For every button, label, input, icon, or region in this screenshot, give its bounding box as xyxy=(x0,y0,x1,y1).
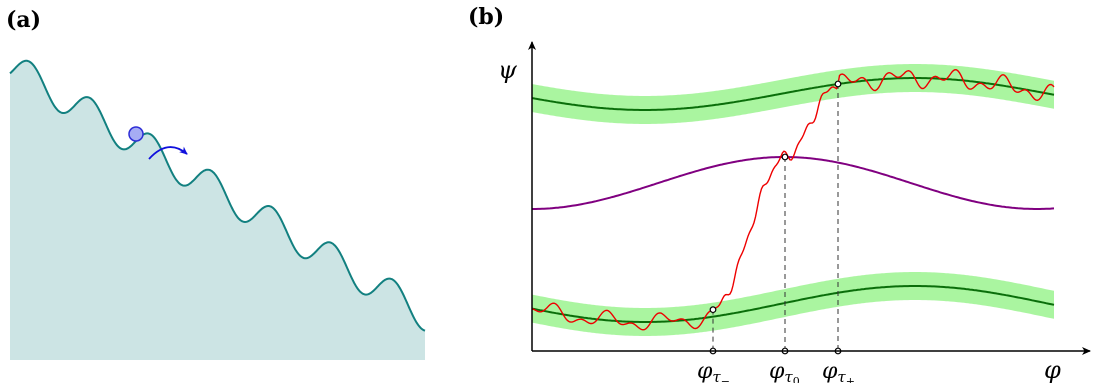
tick-label: φτ− xyxy=(697,359,730,383)
tick-label: φτ0 xyxy=(769,359,800,383)
x-axis-label: φ xyxy=(1044,356,1061,383)
panel-b: (b) ψ φ φτ− φτ0 φτ+ xyxy=(468,4,1090,383)
y-axis-label: ψ xyxy=(498,56,518,84)
crossing-marker xyxy=(782,154,788,160)
landscape-area xyxy=(10,61,425,360)
crossing-marker xyxy=(835,81,841,87)
attractor-band-upper xyxy=(532,64,1054,124)
attractor-band-lower xyxy=(532,272,1054,336)
crossing-marker xyxy=(710,307,716,313)
tick-label: φτ+ xyxy=(822,359,855,383)
tick-labels: φτ− φτ0 φτ+ xyxy=(697,359,855,383)
panel-a: (a) xyxy=(6,7,425,360)
panel-b-label: (b) xyxy=(468,4,504,30)
separatrix-curve xyxy=(532,157,1054,209)
panel-a-label: (a) xyxy=(6,7,41,33)
ball-icon xyxy=(129,127,143,141)
